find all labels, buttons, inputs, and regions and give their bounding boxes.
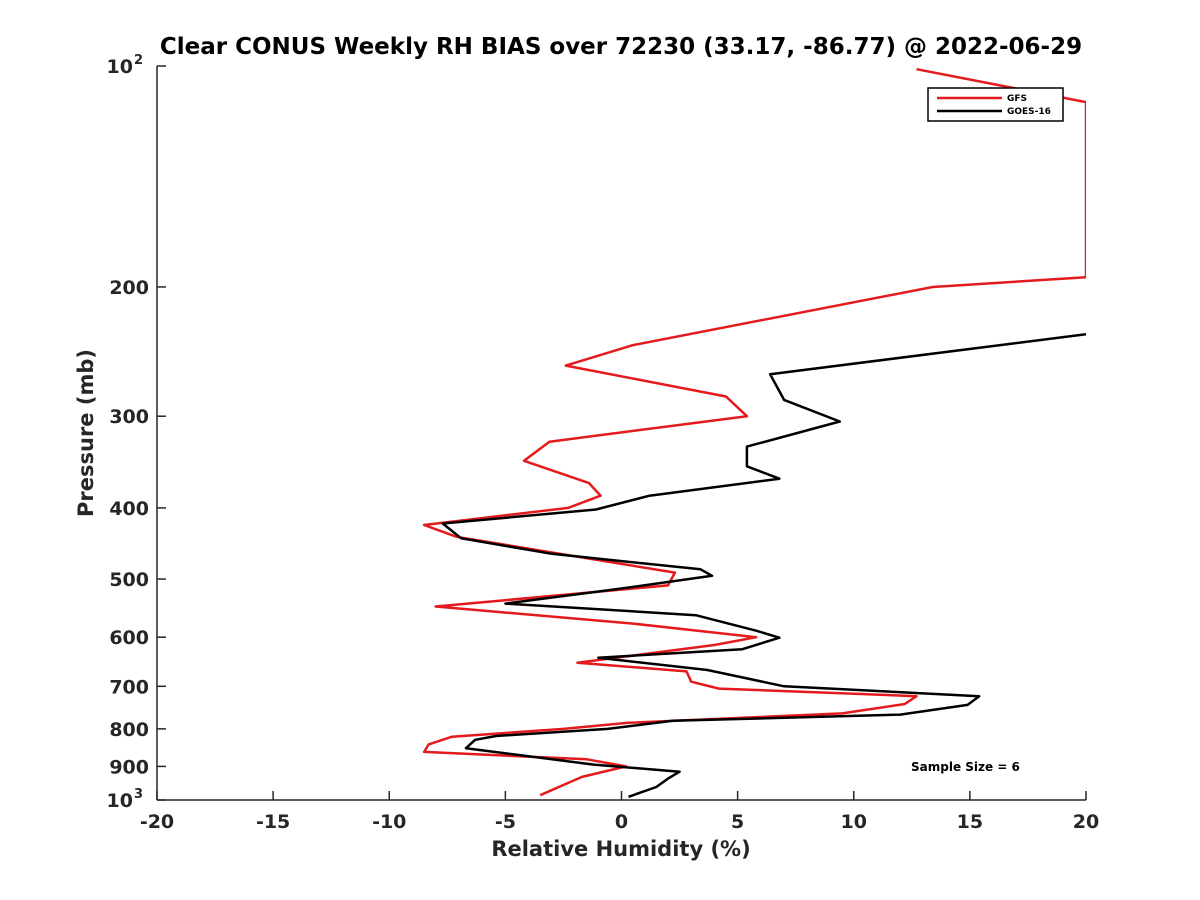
x-tick-label: 10 bbox=[841, 811, 867, 833]
y-tick-label: 400 bbox=[109, 498, 149, 520]
x-tick-label: 20 bbox=[1073, 811, 1099, 833]
y-tick-label: 700 bbox=[109, 676, 149, 698]
chart-title: Clear CONUS Weekly RH BIAS over 72230 (3… bbox=[160, 34, 1082, 60]
series-line-gfs bbox=[422, 67, 1086, 797]
legend-label-gfs: GFS bbox=[1007, 94, 1027, 104]
y-tick-label: 200 bbox=[109, 277, 149, 299]
series-layer bbox=[422, 67, 1086, 798]
series-line-goes16 bbox=[441, 333, 1086, 798]
x-axis-label: Relative Humidity (%) bbox=[491, 837, 750, 861]
y-tick-label: 300 bbox=[109, 406, 149, 428]
x-ticks: -20 -15 -10 -5 0 5 10 15 20 bbox=[140, 791, 1099, 833]
x-tick-label: 0 bbox=[615, 811, 628, 833]
y-tick-label: 900 bbox=[109, 756, 149, 778]
x-tick-label: 15 bbox=[957, 811, 983, 833]
x-tick-label: -5 bbox=[495, 811, 516, 833]
y-tick-label: 10 bbox=[107, 790, 133, 812]
legend-label-goes16: GOES-16 bbox=[1007, 107, 1051, 117]
x-tick-label: -15 bbox=[256, 811, 290, 833]
y-tick-exponent: 2 bbox=[134, 53, 143, 68]
y-tick-label: 10 bbox=[107, 56, 133, 78]
y-tick-label: 600 bbox=[109, 627, 149, 649]
y-tick-label: 500 bbox=[109, 569, 149, 591]
x-tick-label: -20 bbox=[140, 811, 174, 833]
legend: GFS GOES-16 bbox=[927, 87, 1064, 122]
x-tick-label: -10 bbox=[372, 811, 406, 833]
y-axis-label: Pressure (mb) bbox=[74, 349, 98, 517]
x-tick-label: 5 bbox=[731, 811, 744, 833]
sample-size-annotation: Sample Size = 6 bbox=[911, 760, 1020, 774]
y-tick-label: 800 bbox=[109, 719, 149, 741]
legend-box bbox=[927, 87, 1064, 122]
y-tick-exponent: 3 bbox=[134, 787, 143, 802]
